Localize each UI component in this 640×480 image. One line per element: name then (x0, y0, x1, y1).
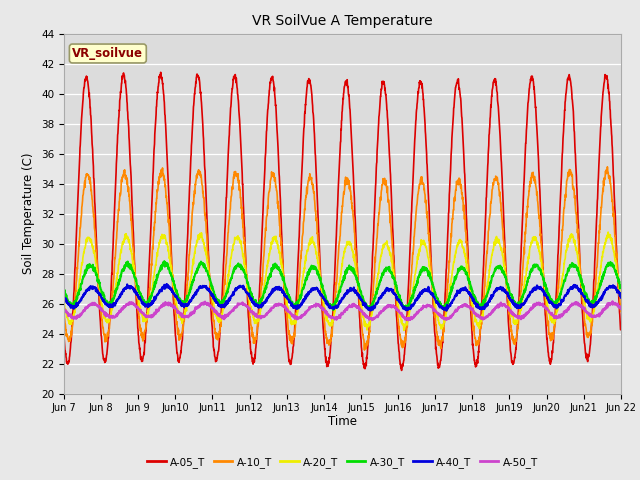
X-axis label: Time: Time (328, 415, 357, 428)
Y-axis label: Soil Temperature (C): Soil Temperature (C) (22, 153, 35, 275)
Text: VR_soilvue: VR_soilvue (72, 47, 143, 60)
Legend: A-05_T, A-10_T, A-20_T, A-30_T, A-40_T, A-50_T: A-05_T, A-10_T, A-20_T, A-30_T, A-40_T, … (143, 453, 542, 472)
Title: VR SoilVue A Temperature: VR SoilVue A Temperature (252, 14, 433, 28)
